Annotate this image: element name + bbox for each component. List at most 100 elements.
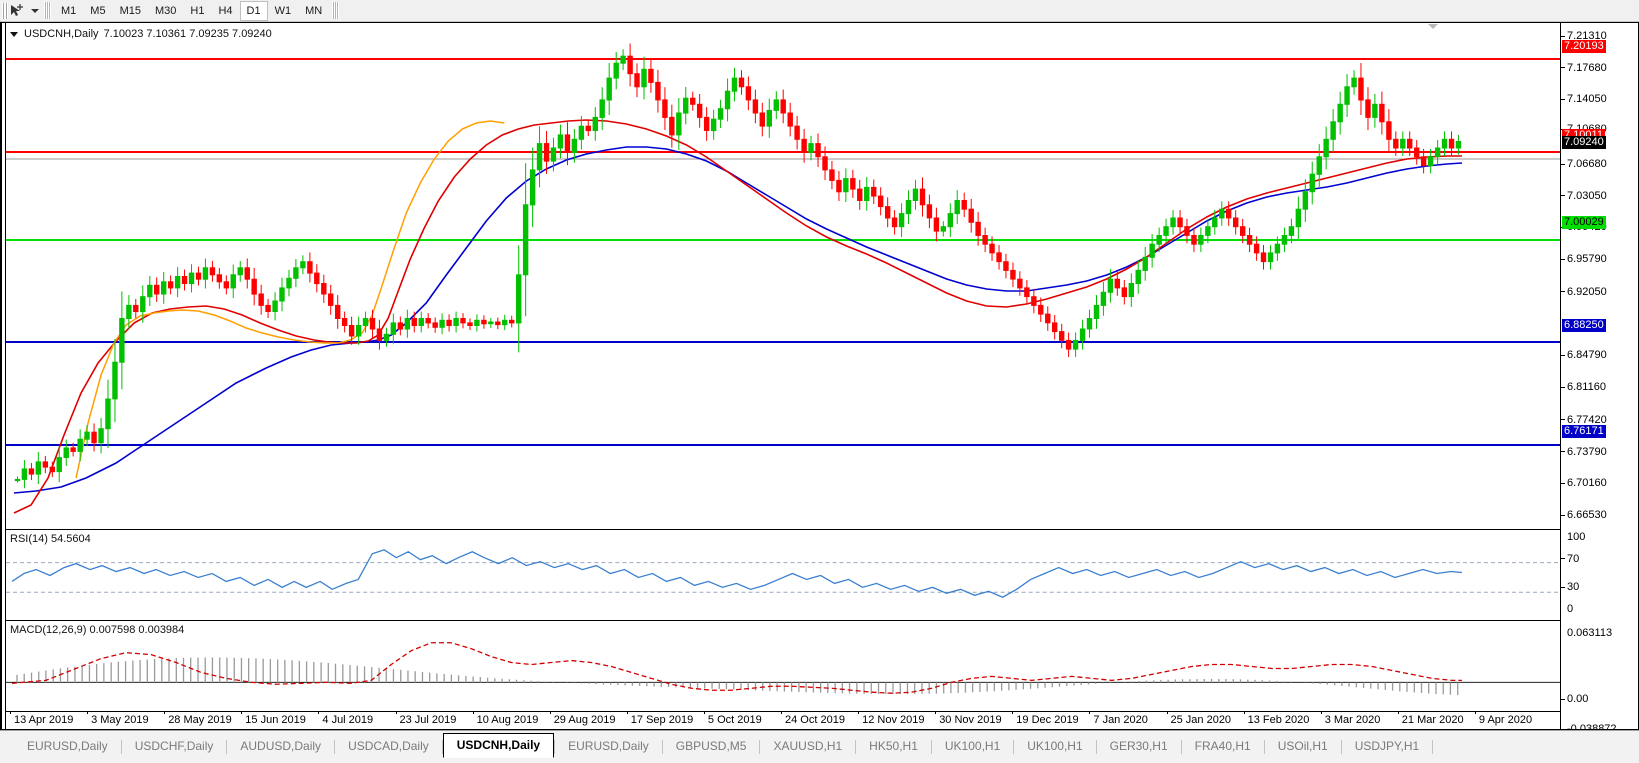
candle-body (140, 296, 146, 313)
date-tick-label: 19 Dec 2019 (1012, 711, 1079, 726)
candle-body (1177, 217, 1183, 228)
date-tick-label: 4 Jul 2019 (318, 711, 373, 726)
timeframe-m5[interactable]: M5 (90, 4, 106, 17)
date-tick-label: 13 Apr 2019 (10, 711, 73, 726)
tab-divider (120, 740, 122, 754)
tab-divider (1013, 740, 1015, 754)
crosshair-cursor-icon[interactable] (8, 2, 28, 20)
candle-body (655, 81, 661, 101)
candle-body (1198, 235, 1204, 245)
candle-body (362, 318, 369, 326)
candle-body (265, 304, 271, 312)
timeframe-h4[interactable]: H4 (218, 4, 233, 17)
date-tick-label: 13 Feb 2020 (1243, 711, 1309, 726)
candle-body (1010, 269, 1016, 280)
price-tick: 7.21310 (1561, 30, 1638, 42)
timeframe-mn[interactable]: MN (305, 4, 323, 17)
chart-tab-bar: EURUSD,Daily USDCHF,Daily AUDUSD,Daily USDC… (0, 730, 1639, 763)
candle-body (35, 461, 42, 475)
macd-pane[interactable]: MACD(12,26,9) 0.007598 0.003984 (6, 620, 1560, 710)
candle-body (314, 272, 320, 285)
timeframe-d1[interactable]: D1 (239, 0, 268, 21)
candle-body (126, 304, 132, 319)
chart-tab-usdchf-daily[interactable]: USDCHF,Daily (134, 739, 214, 753)
price-scale[interactable]: 7.213107.176807.140507.106807.066807.030… (1560, 23, 1638, 729)
candle-body (1219, 208, 1225, 219)
support-line-label[interactable]: 7.00029 (1562, 216, 1606, 230)
price-tick: 6.70160 (1561, 477, 1638, 489)
last-price-line-label[interactable]: 7.09240 (1562, 135, 1606, 149)
candle-body (676, 112, 682, 136)
candle-body (355, 325, 362, 337)
chart-tab-eurusd-daily[interactable]: EURUSD,Daily (568, 739, 649, 753)
candle-body (91, 431, 97, 444)
date-tick-label: 25 Jan 2020 (1166, 711, 1231, 726)
candle-body (1170, 217, 1176, 228)
candle-body (335, 304, 341, 319)
chart-tab-usdcad-daily[interactable]: USDCAD,Daily (348, 739, 429, 753)
price-pane[interactable] (6, 23, 1560, 528)
chart-tab-fra40-h1[interactable]: FRA40,H1 (1194, 739, 1251, 753)
rsi-tick-label: 70 (1567, 552, 1580, 565)
chart-tab-usoil-h1[interactable]: USOil,H1 (1277, 739, 1328, 753)
chart-tab-usdjpy-h1[interactable]: USDJPY,H1 (1354, 739, 1420, 753)
candle-body (961, 200, 967, 210)
candle-body (891, 217, 898, 228)
timeframe-h1[interactable]: H1 (190, 4, 205, 17)
rsi-tick: 70 (1561, 552, 1638, 565)
candle-body (669, 116, 675, 136)
chart-window[interactable]: USDCNH,Daily 7.10023 7.10361 7.09235 7.0… (0, 22, 1639, 730)
chart-collapse-icon[interactable] (10, 31, 18, 37)
rsi-pane[interactable]: RSI(14) 54.5604 (6, 529, 1560, 619)
timeframe-m15[interactable]: M15 (119, 4, 141, 17)
tab-divider (855, 740, 857, 754)
candle-body (996, 252, 1002, 263)
timeframe-w1[interactable]: W1 (274, 4, 292, 17)
candle-body (1163, 226, 1169, 236)
candle-body (968, 208, 974, 223)
candle-body (195, 272, 202, 280)
date-tick-label: 15 Jun 2019 (241, 711, 306, 726)
rsi-tick-label: 100 (1567, 531, 1586, 543)
candle-body (1072, 339, 1079, 350)
chart-tab-xauusd-h1[interactable]: XAUUSD,H1 (773, 739, 843, 753)
candle-body (641, 68, 647, 88)
candle-body (1448, 138, 1455, 149)
candle-body (341, 318, 348, 326)
toolbar-separator-end (332, 2, 340, 19)
chart-tab-usdcnh-daily[interactable]: USDCNH,Daily (442, 733, 555, 758)
candle-body (606, 77, 612, 101)
chart-tab-audusd-daily[interactable]: AUDUSD,Daily (240, 739, 322, 753)
candle-body (216, 274, 223, 283)
chart-tab-uk100-h1[interactable]: UK100,H1 (944, 739, 1001, 753)
candle-body (864, 186, 870, 201)
candle-body (905, 200, 912, 215)
candle-body (1455, 141, 1462, 149)
candlestick-series (14, 43, 1462, 489)
chart-tab-gbpusd-m5[interactable]: GBPUSD,M5 (675, 739, 747, 753)
support-line-label[interactable]: 6.88250 (1562, 319, 1606, 333)
candle-body (1135, 269, 1141, 284)
support-line-label[interactable]: 6.76171 (1562, 424, 1606, 438)
candle-body (522, 204, 529, 276)
candle-body (1288, 226, 1295, 236)
chart-tab-ger30-h1[interactable]: GER30,H1 (1109, 739, 1168, 753)
pane-collapse-marker-icon[interactable] (1428, 24, 1438, 29)
timeframe-m1[interactable]: M1 (61, 4, 77, 17)
candle-body (1086, 318, 1093, 330)
candle-body (843, 178, 849, 193)
price-tick-label: 6.81160 (1567, 381, 1606, 394)
price-tick-label: 6.77420 (1567, 413, 1607, 426)
timeframe-m30[interactable]: M30 (154, 4, 177, 17)
rsi-plot (6, 549, 1560, 598)
candle-body (425, 318, 431, 324)
chart-tab-eurusd-daily[interactable]: EURUSD,Daily (27, 739, 108, 753)
chart-tab-hk50-h1[interactable]: HK50,H1 (869, 739, 918, 753)
candle-body (1051, 322, 1058, 333)
chart-tab-uk100-h1[interactable]: UK100,H1 (1027, 739, 1083, 753)
resistance-line-label[interactable]: 7.20193 (1562, 39, 1606, 53)
candle-body (1128, 283, 1135, 298)
toolbar-drag-handle[interactable] (2, 2, 8, 19)
chevron-down-icon[interactable] (28, 2, 41, 20)
candle-body (947, 213, 954, 228)
